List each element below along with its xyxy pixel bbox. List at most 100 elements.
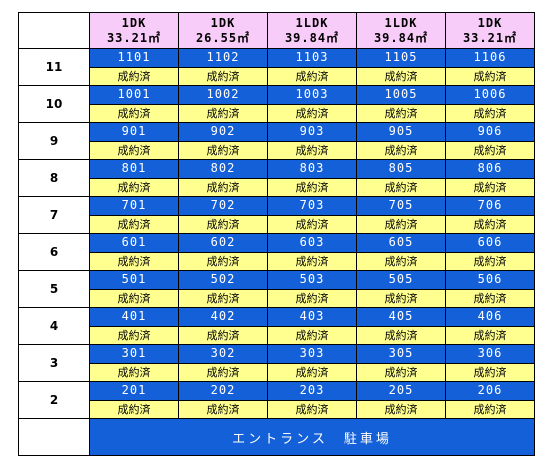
unit-number: 1101 [89, 48, 179, 68]
floor-label: 4 [18, 307, 90, 345]
unit-number: 506 [445, 270, 535, 290]
unit-number: 606 [445, 233, 535, 253]
contract-status: 成約済 [89, 103, 179, 123]
unit-row: 2 201 202 203 205 206 [18, 381, 535, 419]
status-row: 成約済 成約済 成約済 成約済 成約済 [19, 251, 535, 271]
floor-plan-body: 1DK 33.21㎡ 1DK 26.55㎡ 1LDK 39.84㎡ 1LDK 3… [18, 12, 535, 456]
status-row: 成約済 成約済 成約済 成約済 成約済 [19, 288, 535, 308]
contract-status: 成約済 [178, 251, 268, 271]
unit-number: 403 [267, 307, 357, 327]
contract-status: 成約済 [89, 214, 179, 234]
entrance-parking: エントランス 駐車場 [89, 418, 535, 456]
column-header: 1DK 33.21㎡ [89, 12, 179, 49]
contract-status: 成約済 [356, 177, 446, 197]
contract-status: 成約済 [178, 140, 268, 160]
column-header: 1DK 33.21㎡ [445, 12, 535, 49]
unit-number: 401 [89, 307, 179, 327]
contract-status: 成約済 [89, 66, 179, 86]
status-row: 成約済 成約済 成約済 成約済 成約済 [19, 362, 535, 382]
unit-number: 503 [267, 270, 357, 290]
contract-status: 成約済 [356, 66, 446, 86]
unit-type: 1DK [121, 15, 147, 30]
corner-cell [18, 12, 90, 49]
ground-floor-label [18, 418, 90, 456]
unit-number: 1003 [267, 85, 357, 105]
contract-status: 成約済 [356, 103, 446, 123]
unit-area: 33.21㎡ [106, 30, 162, 45]
unit-number: 701 [89, 196, 179, 216]
unit-number: 402 [178, 307, 268, 327]
contract-status: 成約済 [178, 103, 268, 123]
contract-status: 成約済 [178, 325, 268, 345]
floor-label: 3 [18, 344, 90, 382]
unit-number: 206 [445, 381, 535, 401]
contract-status: 成約済 [89, 140, 179, 160]
status-row: 成約済 成約済 成約済 成約済 成約済 [19, 66, 535, 86]
unit-row: 6 601 602 603 605 606 [18, 233, 535, 271]
contract-status: 成約済 [445, 288, 535, 308]
contract-status: 成約済 [445, 140, 535, 160]
unit-number: 802 [178, 159, 268, 179]
unit-number: 603 [267, 233, 357, 253]
unit-number: 406 [445, 307, 535, 327]
unit-number: 702 [178, 196, 268, 216]
unit-area: 39.84㎡ [284, 30, 340, 45]
contract-status: 成約済 [356, 251, 446, 271]
unit-number: 801 [89, 159, 179, 179]
floor-label: 5 [18, 270, 90, 308]
unit-row: 7 701 702 703 705 706 [18, 196, 535, 234]
unit-type: 1LDK [384, 15, 418, 30]
floor-label: 9 [18, 122, 90, 160]
unit-number: 302 [178, 344, 268, 364]
contract-status: 成約済 [89, 177, 179, 197]
contract-status: 成約済 [89, 362, 179, 382]
unit-row: 3 301 302 303 305 306 [18, 344, 535, 382]
floor-label: 8 [18, 159, 90, 197]
status-row: 成約済 成約済 成約済 成約済 成約済 [19, 103, 535, 123]
contract-status: 成約済 [89, 325, 179, 345]
unit-type: 1DK [210, 15, 236, 30]
contract-status: 成約済 [445, 251, 535, 271]
contract-status: 成約済 [178, 362, 268, 382]
unit-number: 301 [89, 344, 179, 364]
contract-status: 成約済 [267, 399, 357, 419]
contract-status: 成約済 [267, 325, 357, 345]
unit-row: 10 1001 1002 1003 1005 1006 [18, 85, 535, 123]
unit-number: 501 [89, 270, 179, 290]
floor-label: 6 [18, 233, 90, 271]
unit-number: 201 [89, 381, 179, 401]
unit-number: 306 [445, 344, 535, 364]
floor-label: 10 [18, 85, 90, 123]
unit-number: 203 [267, 381, 357, 401]
unit-row: 8 801 802 803 805 806 [18, 159, 535, 197]
contract-status: 成約済 [356, 325, 446, 345]
unit-number: 505 [356, 270, 446, 290]
contract-status: 成約済 [178, 399, 268, 419]
contract-status: 成約済 [267, 362, 357, 382]
contract-status: 成約済 [267, 140, 357, 160]
unit-number: 803 [267, 159, 357, 179]
unit-number: 605 [356, 233, 446, 253]
unit-number: 202 [178, 381, 268, 401]
contract-status: 成約済 [356, 140, 446, 160]
entrance-row: エントランス 駐車場 [18, 418, 535, 456]
unit-number: 902 [178, 122, 268, 142]
unit-number: 1103 [267, 48, 357, 68]
unit-row: 4 401 402 403 405 406 [18, 307, 535, 345]
contract-status: 成約済 [445, 362, 535, 382]
unit-type: 1LDK [295, 15, 329, 30]
status-row: 成約済 成約済 成約済 成約済 成約済 [19, 140, 535, 160]
unit-row: 9 901 902 903 905 906 [18, 122, 535, 160]
contract-status: 成約済 [267, 214, 357, 234]
unit-number: 706 [445, 196, 535, 216]
unit-number: 1002 [178, 85, 268, 105]
floor-label: 11 [18, 48, 90, 86]
contract-status: 成約済 [267, 177, 357, 197]
unit-number: 1006 [445, 85, 535, 105]
column-header: 1LDK 39.84㎡ [267, 12, 357, 49]
column-header: 1DK 26.55㎡ [178, 12, 268, 49]
unit-number: 1105 [356, 48, 446, 68]
status-row: 成約済 成約済 成約済 成約済 成約済 [19, 214, 535, 234]
contract-status: 成約済 [445, 66, 535, 86]
unit-number: 903 [267, 122, 357, 142]
